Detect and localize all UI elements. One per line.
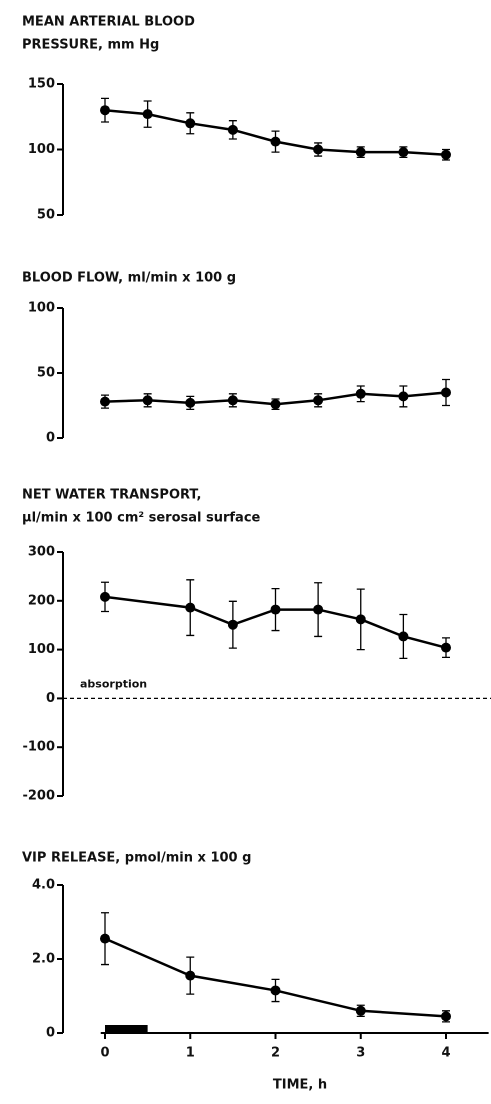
data-point [142, 109, 153, 120]
data-point [355, 614, 366, 625]
y-tick-label: 100 [28, 142, 55, 157]
data-point [227, 619, 238, 630]
data-point [313, 604, 324, 615]
data-point [355, 1005, 366, 1016]
data-line [104, 595, 447, 649]
panel-title: µl/min x 100 cm² serosal surface [22, 511, 261, 526]
panel-title: NET WATER TRANSPORT, [22, 488, 201, 503]
data-point [227, 395, 238, 406]
data-point [398, 391, 409, 402]
data-point [270, 399, 281, 410]
data-point [100, 396, 110, 407]
y-tick-label: 0 [46, 431, 55, 446]
data-point [142, 395, 153, 406]
y-tick-label: 100 [28, 301, 55, 316]
data-point [270, 604, 281, 615]
data-point [441, 1011, 451, 1022]
y-tick-label: 150 [28, 77, 55, 92]
data-point [100, 591, 110, 602]
data-point [270, 985, 281, 996]
panel-title: BLOOD FLOW, ml/min x 100 g [22, 271, 236, 286]
data-point [355, 147, 366, 158]
x-axis-label: TIME, h [273, 1078, 327, 1093]
data-point [313, 144, 324, 155]
y-tick-label: -100 [22, 740, 55, 755]
x-tick-label: 2 [271, 1046, 280, 1061]
panel-title: PRESSURE, mm Hg [22, 38, 159, 53]
data-point [185, 602, 196, 613]
y-tick-label: 0 [46, 691, 55, 706]
data-point [100, 105, 110, 116]
y-tick-label: 300 [28, 545, 55, 560]
data-point [441, 387, 451, 398]
data-point [398, 631, 409, 642]
data-point [398, 147, 409, 158]
y-tick-label: 200 [28, 593, 55, 608]
data-point [441, 642, 451, 653]
y-tick-label: 4.0 [32, 878, 55, 893]
y-tick-label: 100 [28, 642, 55, 657]
data-point [185, 118, 196, 129]
data-point [185, 970, 196, 981]
data-point [270, 136, 281, 147]
data-point [185, 397, 196, 408]
data-point [313, 395, 324, 406]
data-point [355, 388, 366, 399]
y-tick-label: 0 [46, 1026, 55, 1041]
infusion-bar [105, 1025, 148, 1033]
data-point [227, 124, 238, 135]
x-tick-label: 4 [441, 1046, 450, 1061]
y-tick-label: 2.0 [32, 952, 55, 967]
y-tick-label: 50 [37, 208, 55, 223]
data-point [100, 933, 110, 944]
x-tick-label: 0 [100, 1046, 109, 1061]
annotation: absorption [80, 677, 147, 690]
panel-title: MEAN ARTERIAL BLOOD [22, 15, 195, 30]
panel-title: VIP RELEASE, pmol/min x 100 g [22, 851, 251, 866]
x-tick-label: 1 [186, 1046, 195, 1061]
data-line [104, 937, 447, 1018]
y-tick-label: 50 [37, 366, 55, 381]
data-point [441, 149, 451, 160]
y-tick-label: -200 [22, 789, 55, 804]
x-tick-label: 3 [356, 1046, 365, 1061]
